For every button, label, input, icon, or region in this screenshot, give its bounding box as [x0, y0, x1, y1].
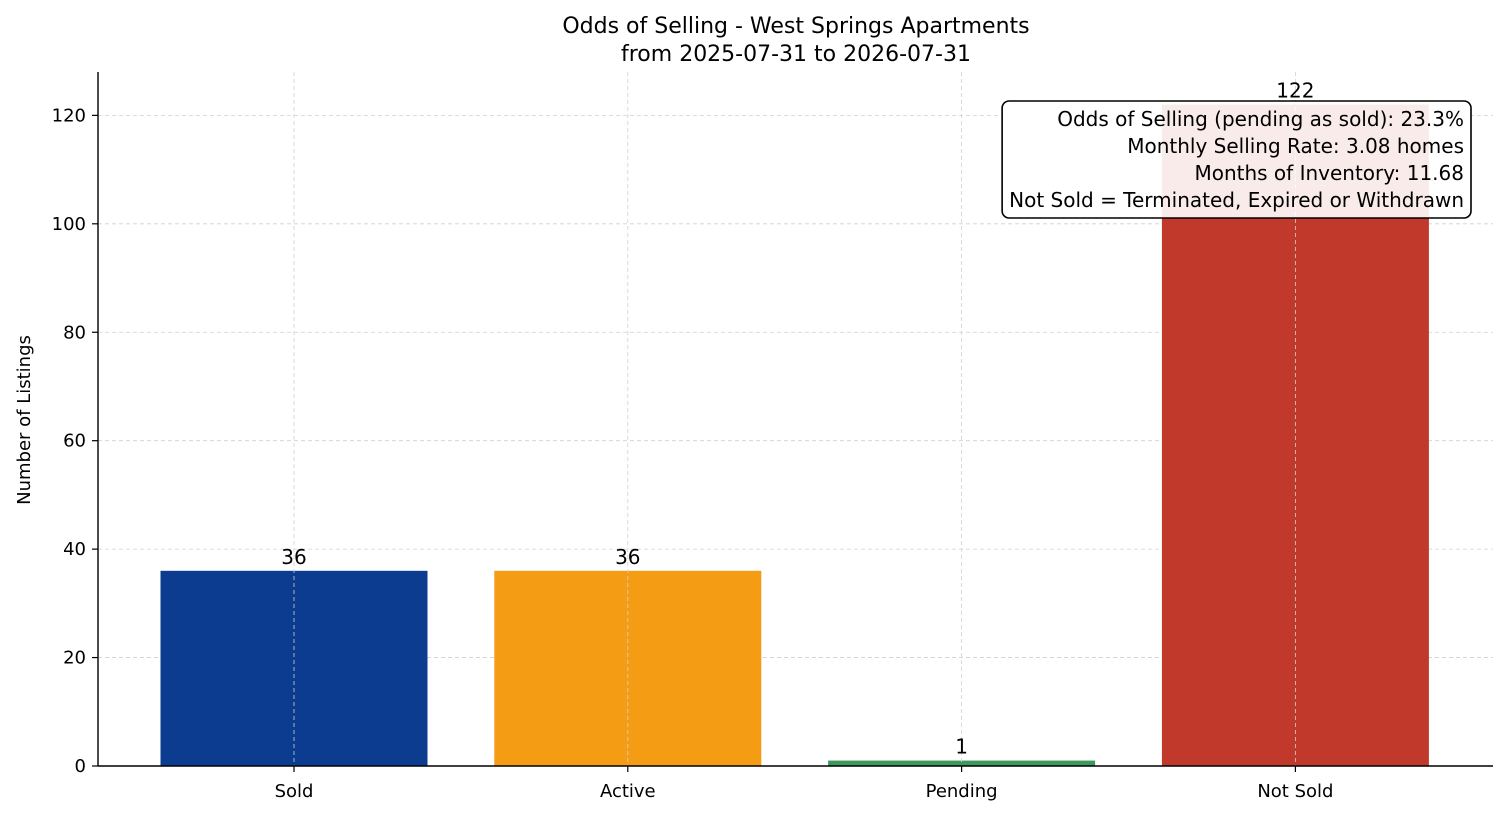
axes: [97, 72, 1493, 767]
y-tick-label: 20: [63, 648, 86, 669]
annotation-line: Odds of Selling (pending as sold): 23.3%: [1057, 107, 1464, 131]
y-tick-label: 40: [63, 539, 86, 560]
bar-value-label: 36: [281, 545, 306, 569]
y-tick-label: 120: [52, 105, 86, 126]
annotation-line: Not Sold = Terminated, Expired or Withdr…: [1009, 188, 1464, 212]
y-ticks: 0 20 40 60 80 100 120: [52, 105, 98, 777]
stats-annotation: Odds of Selling (pending as sold): 23.3%…: [1001, 100, 1472, 219]
annotation-line: Monthly Selling Rate: 3.08 homes: [1127, 134, 1464, 158]
x-ticks: Sold Active Pending Not Sold: [275, 766, 1333, 802]
annotation-box: [1001, 100, 1472, 219]
x-tick-label: Not Sold: [1257, 781, 1333, 802]
bar-value-labels: 36 36 1 122: [281, 79, 1314, 759]
y-tick-label: 100: [52, 214, 86, 235]
y-tick-label: 0: [75, 756, 86, 777]
chart-title: Odds of Selling - West Springs Apartment…: [562, 14, 1029, 39]
y-axis-label: Number of Listings: [14, 335, 35, 505]
x-tick-label: Pending: [926, 781, 998, 802]
y-tick-label: 60: [63, 431, 86, 452]
x-tick-label: Active: [600, 781, 656, 802]
chart-subtitle: from 2025-07-31 to 2026-07-31: [621, 42, 971, 67]
bar-value-label: 122: [1276, 79, 1314, 103]
y-tick-label: 80: [63, 322, 86, 343]
bar-value-label: 36: [615, 545, 640, 569]
annotation-line: Months of Inventory: 11.68: [1194, 161, 1464, 185]
x-tick-label: Sold: [275, 781, 314, 802]
bar-value-label: 1: [955, 735, 968, 759]
bar-pending: [828, 760, 1096, 766]
